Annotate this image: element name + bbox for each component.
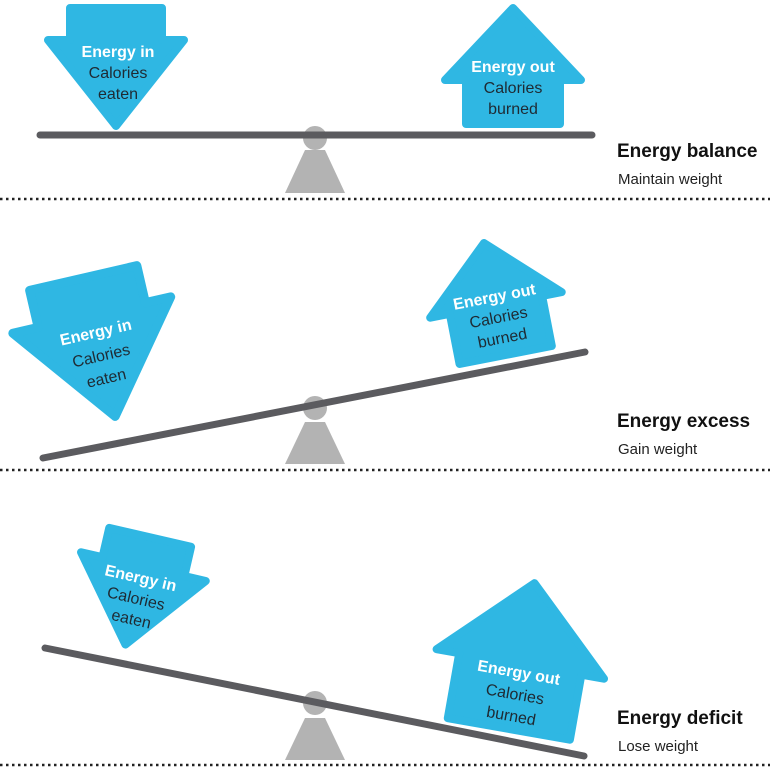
panel-title-balance: Energy balance (617, 141, 758, 162)
energy-out-arrow: Energy out Calories burned (432, 579, 609, 744)
fulcrum (285, 718, 345, 760)
energy-out-title: Energy out (471, 59, 555, 76)
energy-in-line1: Calories (89, 65, 148, 82)
energy-out-arrow: Energy out Calories burned (441, 4, 585, 128)
panel-deficit: Energy in Calories eaten Energy out Calo… (41, 523, 609, 760)
fulcrum (285, 422, 345, 464)
energy-out-line1: Calories (484, 80, 543, 97)
balance-beam (41, 644, 588, 760)
energy-in-arrow: Energy in Calories eaten (8, 261, 176, 421)
panel-title-excess: Energy excess (617, 411, 751, 432)
energy-in-arrow: Energy in Calories eaten (44, 4, 188, 130)
energy-out-line2: burned (488, 101, 538, 118)
energy-in-arrow: Energy in Calories eaten (77, 523, 210, 649)
energy-out-arrow: Energy out Calories burned (426, 239, 566, 368)
panel-balance: Energy in Calories eaten Energy out Calo… (36, 4, 596, 193)
panel-subtitle-excess: Gain weight (618, 441, 698, 458)
fulcrum (285, 150, 345, 193)
panel-title-deficit: Energy deficit (617, 708, 743, 729)
panel-subtitle-deficit: Lose weight (618, 738, 699, 755)
balance-beam (39, 348, 589, 462)
energy-in-title: Energy in (82, 44, 155, 61)
energy-in-line2: eaten (98, 86, 138, 103)
panel-subtitle-balance: Maintain weight (618, 171, 723, 188)
panel-excess: Energy in Calories eaten Energy out Calo… (8, 239, 589, 464)
